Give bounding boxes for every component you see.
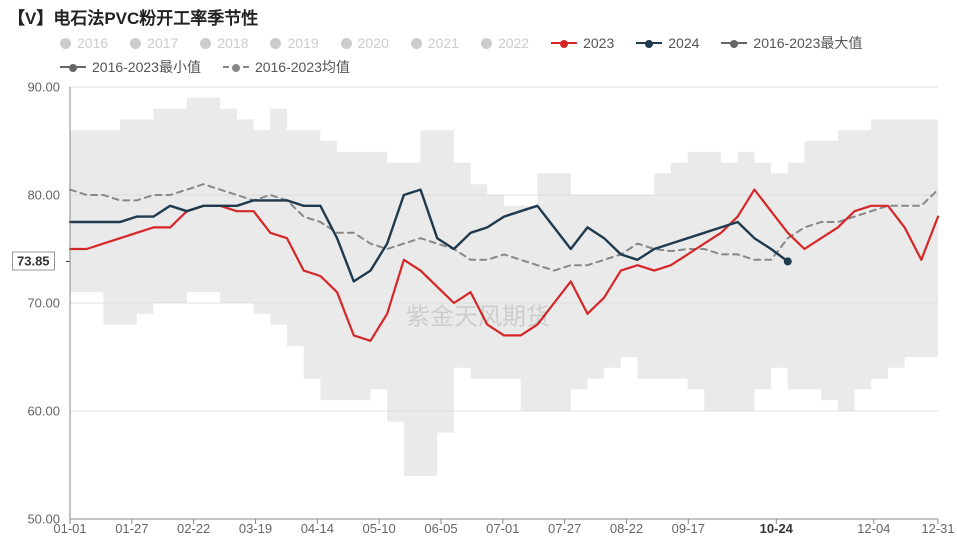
- legend-item-2016-2023均值[interactable]: 2016-2023均值: [223, 55, 350, 79]
- legend-item-2016-2023最小值[interactable]: 2016-2023最小值: [60, 55, 201, 79]
- x-tick-label: 02-22: [177, 521, 210, 536]
- value-callout: 73.85: [12, 252, 55, 271]
- x-tick-label: 09-17: [672, 521, 705, 536]
- legend: 2016 2017 2018 2019 2020 2021 2022 2023 2024 2016…: [0, 31, 957, 79]
- legend-item-2017[interactable]: 2017: [130, 31, 178, 55]
- y-tick-label: 90.00: [27, 80, 66, 95]
- x-tick-label: 12-04: [857, 521, 890, 536]
- x-tick-label: 05-10: [363, 521, 396, 536]
- legend-item-2016[interactable]: 2016: [60, 31, 108, 55]
- watermark: 紫金天风期货: [406, 297, 550, 332]
- x-tick-label: 01-01: [53, 521, 86, 536]
- page-title: 【V】电石法PVC粉开工率季节性: [0, 0, 957, 31]
- x-tick-label: 04-14: [301, 521, 334, 536]
- x-tick-label: 12-31: [921, 521, 954, 536]
- y-tick-label: 80.00: [27, 188, 66, 203]
- x-tick-label: 08-22: [610, 521, 643, 536]
- x-tick-label: 10-24: [760, 521, 793, 536]
- legend-item-2019[interactable]: 2019: [270, 31, 318, 55]
- y-tick-label: 60.00: [27, 404, 66, 419]
- y-tick-label: 70.00: [27, 296, 66, 311]
- x-tick-label: 07-27: [548, 521, 581, 536]
- x-tick-label: 03-19: [239, 521, 272, 536]
- x-tick-label: 07-01: [486, 521, 519, 536]
- chart-area: 50.0060.0070.0080.0090.00 01-0101-2702-2…: [8, 79, 948, 549]
- legend-item-2024[interactable]: 2024: [636, 31, 699, 55]
- legend-item-2016-2023最大值[interactable]: 2016-2023最大值: [721, 31, 862, 55]
- legend-item-2020[interactable]: 2020: [341, 31, 389, 55]
- legend-item-2021[interactable]: 2021: [411, 31, 459, 55]
- legend-item-2023[interactable]: 2023: [551, 31, 614, 55]
- x-tick-label: 06-05: [424, 521, 457, 536]
- x-tick-label: 01-27: [115, 521, 148, 536]
- legend-item-2018[interactable]: 2018: [200, 31, 248, 55]
- legend-item-2022[interactable]: 2022: [481, 31, 529, 55]
